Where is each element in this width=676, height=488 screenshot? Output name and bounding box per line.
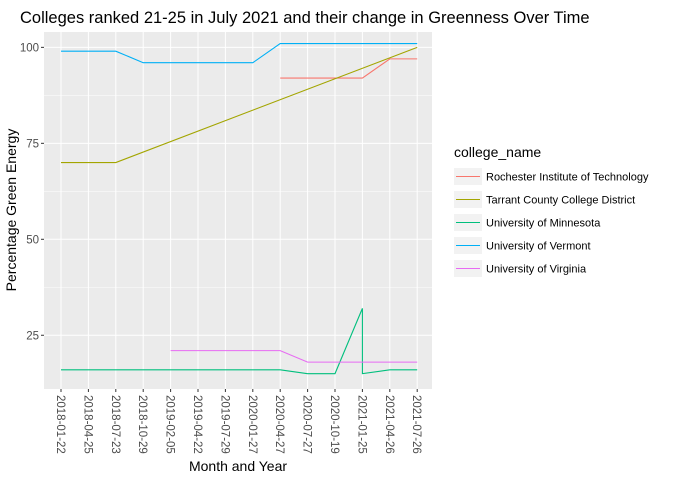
series-lines [61,42,418,375]
major-gridlines [44,32,432,389]
x-tick-label: 2021-04-26 [383,395,395,454]
legend-label: University of Minnesota [486,218,601,230]
y-tick-label: 50 [26,234,39,246]
series-line [61,308,418,375]
series-line [170,350,418,363]
x-tick-label: 2020-10-19 [328,395,340,454]
y-axis: 25 50 75 100 [20,42,44,342]
legend-item: University of Virginia [454,260,587,277]
x-tick-label: 2019-04-22 [191,395,203,454]
x-tick-label: 2018-01-22 [54,395,66,454]
minor-gridlines [44,95,432,288]
x-tick-label: 2021-01-25 [355,395,367,454]
legend-item: Tarrant County College District [454,191,635,208]
series-line [61,46,418,164]
x-axis-title: Month and Year [189,458,287,474]
y-tick-label: 100 [20,42,39,54]
legend-label: Tarrant County College District [486,195,635,207]
legend-title: college_name [454,144,541,160]
legend-label: University of Virginia [486,264,587,276]
legend: college_name Rochester Institute of Tech… [454,144,649,277]
x-tick-label: 2018-07-23 [109,395,121,454]
x-tick-label: 2020-01-27 [246,395,258,454]
y-axis-title: Percentage Green Energy [3,129,19,292]
x-tick-label: 2020-04-27 [273,395,285,454]
y-tick-label: 75 [26,138,39,150]
x-tick-label: 2020-07-27 [301,395,313,454]
x-tick-label: 2018-04-25 [81,395,93,454]
chart-title: Colleges ranked 21-25 in July 2021 and t… [20,9,590,27]
series-line [280,58,418,79]
legend-item: Rochester Institute of Technology [454,168,649,185]
x-tick-label: 2019-02-05 [164,395,176,454]
series-line [61,42,418,64]
plot-panel [44,32,432,389]
legend-item: University of Vermont [454,237,591,254]
legend-item: University of Minnesota [454,214,601,231]
x-tick-label: 2021-07-26 [410,395,422,454]
x-tick-label: 2018-10-29 [136,395,148,454]
legend-label: Rochester Institute of Technology [486,172,649,184]
y-tick-label: 25 [26,330,39,342]
x-axis: 2018-01-22 2018-04-25 2018-07-23 2018-10-29… [54,389,422,454]
x-tick-label: 2019-07-29 [218,395,230,454]
legend-label: University of Vermont [486,241,591,253]
